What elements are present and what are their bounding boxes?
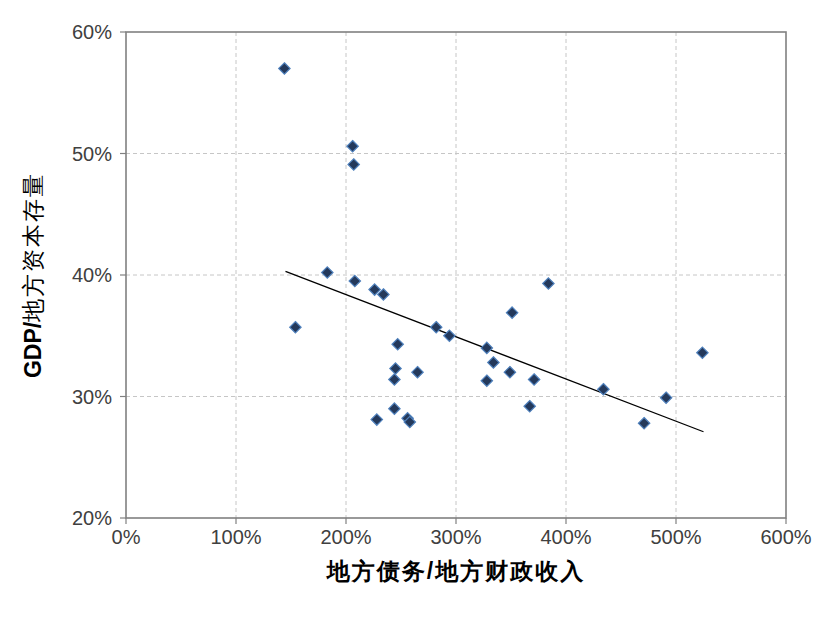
data-point: [506, 307, 517, 318]
y-axis-tick-label: 60%: [72, 21, 112, 43]
data-point: [504, 367, 515, 378]
y-axis-tick-label: 30%: [72, 386, 112, 408]
data-point: [349, 275, 360, 286]
data-point: [697, 347, 708, 358]
trend-line: [286, 271, 704, 431]
y-axis-tick-label: 20%: [72, 507, 112, 529]
chart-canvas: 0% 100% 200% 300% 400% 500% 600% 20% 30% 40% 50% 60…: [0, 0, 838, 620]
data-point: [660, 392, 671, 403]
data-point: [524, 401, 535, 412]
data-point: [322, 267, 333, 278]
data-point: [389, 403, 400, 414]
x-axis-tick-label: 300%: [430, 526, 481, 548]
x-axis-tick-label: 500%: [650, 526, 701, 548]
x-axis-tick-label: 600%: [760, 526, 811, 548]
y-axis-tick-label: 40%: [72, 264, 112, 286]
data-point: [371, 414, 382, 425]
data-point: [279, 63, 290, 74]
y-axis-tick-label: 50%: [72, 143, 112, 165]
y-axis-title: GDP/地方资本存量: [18, 172, 49, 378]
data-point: [389, 374, 400, 385]
data-point: [290, 322, 301, 333]
data-point: [528, 374, 539, 385]
data-point: [638, 418, 649, 429]
x-axis-tick-label: 200%: [320, 526, 371, 548]
data-point: [543, 278, 554, 289]
data-point: [412, 367, 423, 378]
x-axis-tick-label: 0%: [112, 526, 141, 548]
x-axis-tick-label: 400%: [540, 526, 591, 548]
data-point: [481, 375, 492, 386]
data-point: [481, 342, 492, 353]
y-axis-title-suffix: 地方资本存量: [20, 172, 46, 322]
data-point: [598, 384, 609, 395]
x-axis-title: 地方债务/地方财政收入: [126, 556, 786, 587]
data-point: [347, 141, 358, 152]
data-point: [390, 363, 401, 374]
scatter-chart: 0% 100% 200% 300% 400% 500% 600% 20% 30% 40% 50% 60…: [0, 0, 838, 620]
data-point: [444, 330, 455, 341]
data-point: [392, 339, 403, 350]
data-point: [488, 357, 499, 368]
y-axis-title-prefix: GDP/: [20, 322, 46, 378]
x-axis-tick-label: 100%: [210, 526, 261, 548]
data-point: [348, 159, 359, 170]
